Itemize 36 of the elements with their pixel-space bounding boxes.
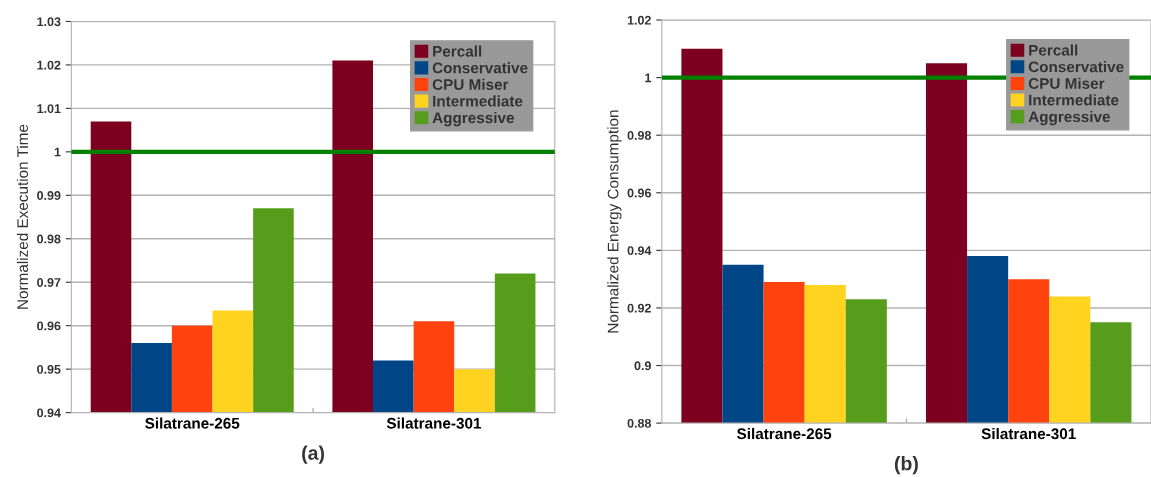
legend-label: CPU Miser (432, 78, 509, 90)
y-tick-label: 0.92 (627, 303, 651, 313)
x-tick-label: Silatrane-265 (737, 427, 832, 440)
legend-label: Percall (433, 45, 482, 57)
legend-label: Aggressive (432, 111, 514, 127)
legend-label: Conservative (432, 62, 528, 74)
legend-label: Conservative (1028, 61, 1124, 73)
y-tick-label: 0.96 (627, 188, 651, 198)
y-tick-label: 1.03 (37, 17, 61, 27)
y-tick-label: 0.9 (634, 361, 651, 371)
y-tick-label: 0.94 (37, 408, 61, 418)
x-tick-label: Silatrane-301 (386, 417, 482, 429)
x-axis-title: (a) (302, 445, 324, 464)
y-tick-label: 0.98 (37, 234, 61, 244)
y-tick-label: 1.02 (627, 15, 651, 25)
x-tick-label: Silatrane-265 (145, 417, 240, 429)
y-tick-label: 0.97 (37, 278, 61, 287)
x-axis-title: (b) (894, 456, 918, 475)
y-axis-title: Normalized Energy Consumption (607, 110, 622, 333)
legend-label: Intermediate (1029, 94, 1119, 106)
legend-label: Intermediate (433, 95, 523, 107)
legend-label: CPU Miser (1028, 77, 1105, 89)
y-axis-title: Normalized Execution Time (16, 124, 29, 309)
legend-label: Aggressive (1028, 110, 1110, 126)
y-tick-label: 1 (645, 73, 652, 83)
y-tick-label: 0.94 (627, 246, 652, 256)
y-tick-label: 0.88 (627, 418, 652, 428)
x-tick-label: Silatrane-301 (981, 427, 1076, 440)
y-tick-label: 0.99 (37, 191, 61, 200)
y-tick-label: 0.98 (627, 131, 652, 140)
y-tick-label: 1.02 (37, 60, 61, 70)
y-tick-label: 1 (54, 147, 61, 157)
y-tick-label: 0.96 (37, 321, 61, 331)
y-tick-label: 1.01 (37, 104, 61, 114)
y-tick-label: 0.95 (37, 364, 61, 374)
legend-label: Percall (1029, 44, 1078, 56)
